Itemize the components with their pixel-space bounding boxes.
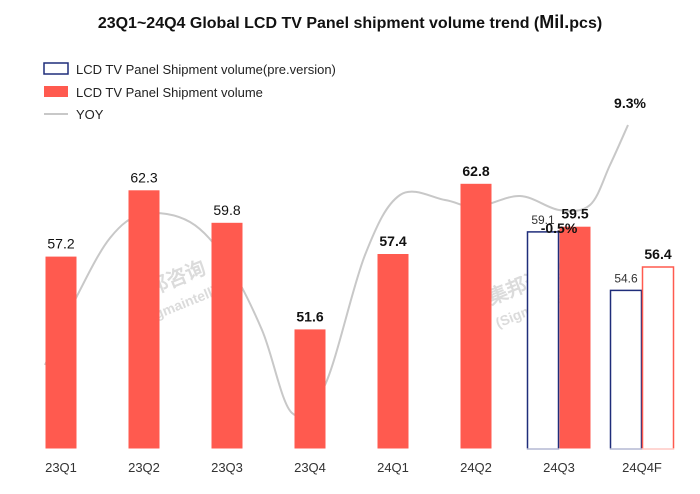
bar-shipment-23Q3 [211, 222, 243, 449]
bars-layer [45, 183, 675, 450]
yoy-label-24Q4F: 9.3% [614, 95, 646, 111]
data-label-shipment-23Q4: 51.6 [296, 308, 323, 324]
data-label-shipment-24Q2: 62.8 [462, 163, 489, 179]
data-label-pre-version-24Q3: 59.1 [531, 213, 555, 227]
bar-shipment-23Q4 [294, 329, 326, 449]
bar-shipment-24Q3 [559, 226, 591, 449]
bar-shipment-24Q4F [641, 266, 675, 450]
data-label-shipment-23Q1: 57.2 [47, 236, 74, 252]
x-tick-label-24Q1: 24Q1 [377, 460, 409, 475]
legend-swatch-shipment [44, 86, 68, 97]
x-tick-label-24Q2: 24Q2 [460, 460, 492, 475]
legend-label-yoy: YOY [76, 107, 104, 122]
x-tick-label-23Q2: 23Q2 [128, 460, 160, 475]
bar-shipment-23Q1 [45, 256, 77, 449]
x-tick-label-24Q3: 24Q3 [543, 460, 575, 475]
legend-label-pre-version: LCD TV Panel Shipment volume(pre.version… [76, 62, 336, 77]
chart-title: 23Q1~24Q4 Global LCD TV Panel shipment v… [97, 12, 603, 32]
legend-swatch-pre-version [43, 62, 69, 75]
bar-pre-version-24Q4F [609, 289, 643, 450]
bar-shipment-23Q2 [128, 190, 160, 450]
x-tick-label-23Q4: 23Q4 [294, 460, 326, 475]
x-tick-label-23Q3: 23Q3 [211, 460, 243, 475]
x-tick-label-24Q4F: 24Q4F [622, 460, 662, 475]
data-label-shipment-24Q3: 59.5 [561, 206, 588, 222]
data-label-pre-version-24Q4F: 54.6 [614, 271, 638, 285]
data-label-shipment-24Q1: 57.4 [379, 233, 406, 249]
bar-shipment-24Q2 [460, 183, 492, 450]
data-label-shipment-23Q3: 59.8 [213, 202, 240, 218]
legend-label-shipment: LCD TV Panel Shipment volume [76, 85, 263, 100]
watermarks: 集邦咨询(Sigmaintell)集邦咨询(Sigmaintell) [125, 255, 577, 330]
bar-shipment-24Q1 [377, 254, 409, 449]
bar-pre-version-24Q3 [526, 231, 560, 450]
data-label-shipment-23Q2: 62.3 [130, 169, 157, 185]
data-label-shipment-24Q4F: 56.4 [644, 246, 671, 262]
x-tick-label-23Q1: 23Q1 [45, 460, 77, 475]
yoy-label-24Q3: -0.5% [541, 220, 578, 236]
legend: LCD TV Panel Shipment volume(pre.version… [43, 62, 336, 122]
labels-layer: 57.2 23Q1 62.3 23Q2 59.8 23Q3 51.6 23Q4 57.4 24Q1… [45, 95, 672, 475]
